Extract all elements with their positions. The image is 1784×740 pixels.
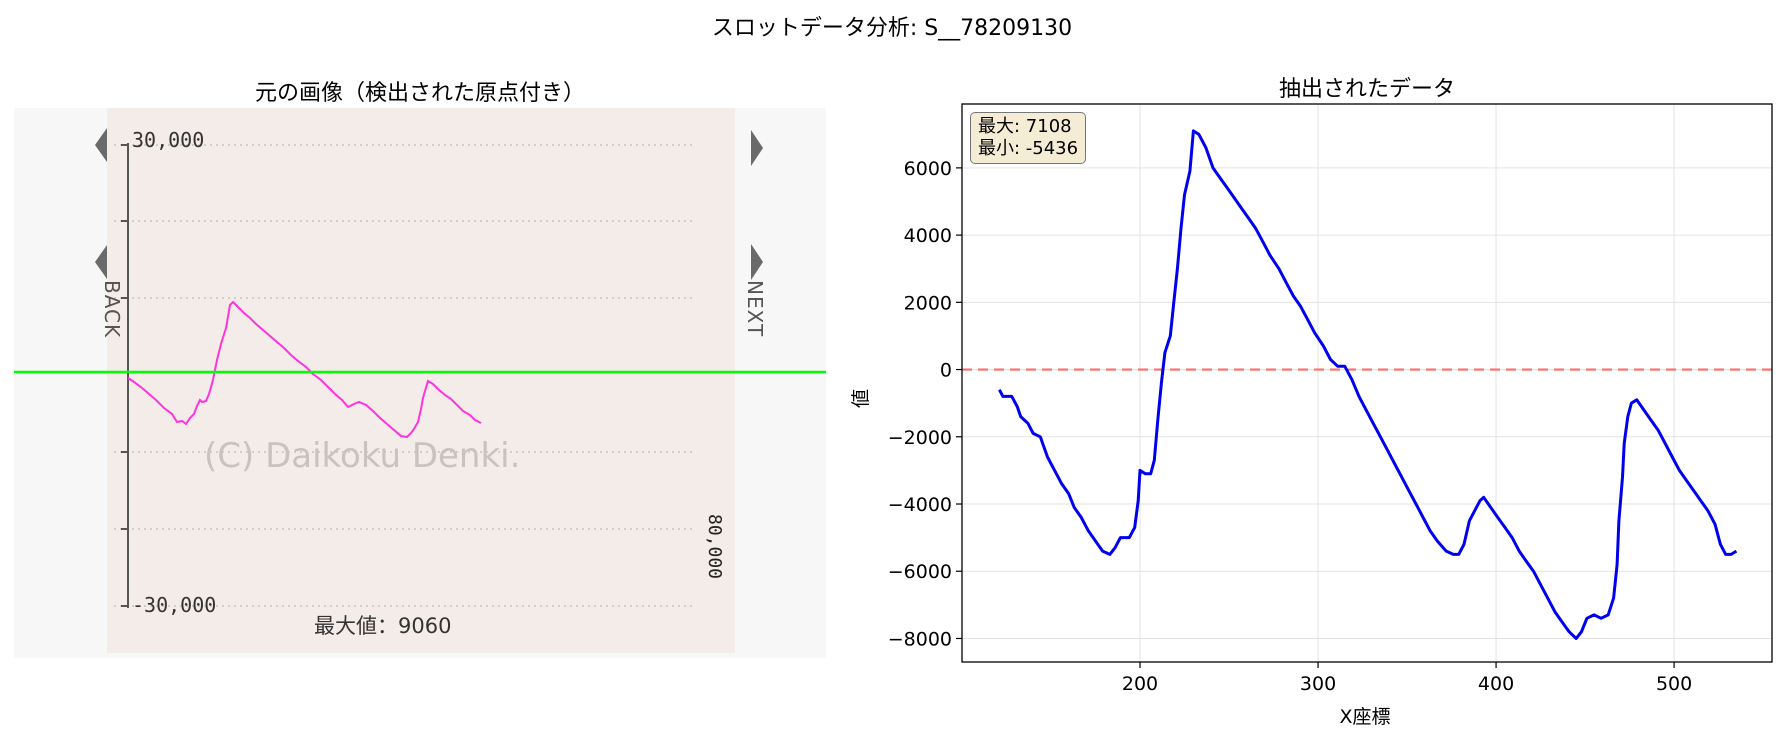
original-image: BACK NEXT 30,000 -30,000 80,000 (C) Daik… [14,108,826,658]
x-tick-label: 300 [1300,673,1336,695]
original-graph-svg [14,128,826,608]
y-tick-label: −8000 [888,628,952,650]
orig-max-label: 最大値：9060 [314,614,452,638]
left-panel-title: 元の画像（検出された原点付き） [254,81,585,106]
right-panel-title: 抽出されたデータ [1278,77,1455,102]
back-arrow-down-icon [95,245,107,279]
original-trace [127,300,482,439]
data-series-line [998,129,1738,640]
y-axis-label: 値 [850,388,873,409]
original-graph-background [107,108,735,653]
stats-box: 最大: 7108 最小: -5436 [970,112,1087,164]
stats-max: 最大: 7108 [978,116,1072,137]
orig-y-bottom-label: -30,000 [132,593,217,617]
back-arrow-up-icon [95,128,107,162]
x-tick-label: 200 [1122,673,1158,695]
orig-side-label: 80,000 [704,514,725,580]
y-tick-label: −4000 [888,494,952,516]
figure-suptitle: スロットデータ分析: S__78209130 [711,16,1073,41]
y-tick-label: 6000 [904,158,952,180]
next-arrow-up-icon [751,130,763,166]
x-axis-label: X座標 [1339,706,1391,728]
next-arrow-down-icon [751,244,763,280]
x-tick-label: 400 [1478,673,1514,695]
next-label: NEXT [743,280,767,338]
x-tick-label: 500 [1656,673,1692,695]
orig-y-top-label: 30,000 [132,128,205,152]
y-tick-label: 0 [940,360,952,382]
y-tick-label: −2000 [888,427,952,449]
stats-min: 最小: -5436 [978,138,1079,159]
y-tick-label: −6000 [888,561,952,583]
watermark: (C) Daikoku Denki. [204,436,521,476]
back-label: BACK [100,280,124,339]
plot-frame [961,103,1773,663]
y-tick-label: 2000 [904,292,952,314]
y-tick-label: 4000 [904,225,952,247]
